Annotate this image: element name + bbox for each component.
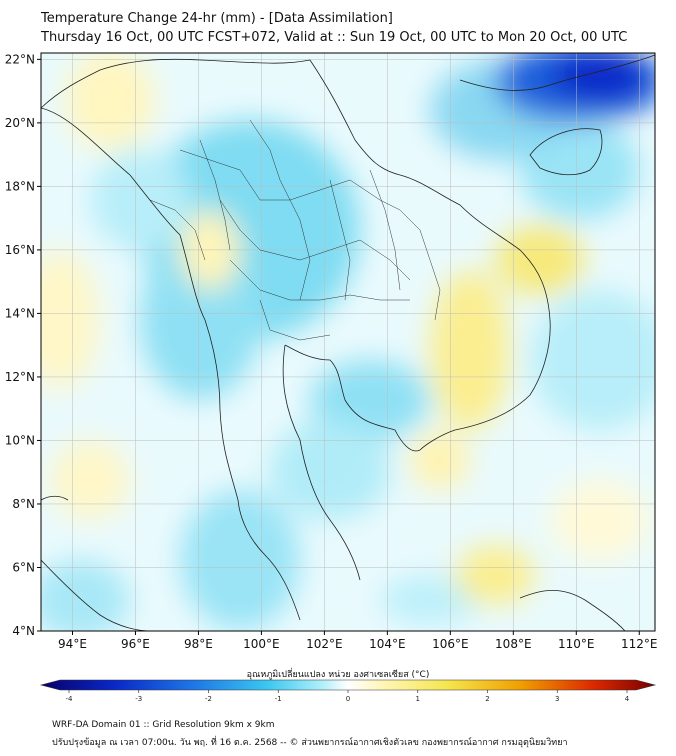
colorbar-tick-label: 1 <box>416 695 420 703</box>
footer-credit: ปรับปรุงข้อมูล ณ เวลา 07:00น. วัน พฤ. ที… <box>52 738 568 748</box>
lat-label: 16°N <box>5 243 35 257</box>
colorbar-tick-label: -3 <box>135 695 142 703</box>
lat-label: 22°N <box>5 52 35 66</box>
lon-label: 110°E <box>558 637 595 651</box>
colorbar-tick-label: -2 <box>205 695 212 703</box>
colorbar: -4 -3 -2 -1 0 1 2 3 4 <box>39 679 657 703</box>
temperature-field <box>41 53 655 631</box>
map-subtitle: Thursday 16 Oct, 00 UTC FCST+072, Valid … <box>41 30 628 45</box>
graticule <box>41 53 655 631</box>
colorbar-tick-label: 3 <box>555 695 559 703</box>
longitude-labels: 94°E 96°E 98°E 100°E 102°E 104°E 106°E 108°E 110… <box>58 631 658 651</box>
colorbar-label: อุณหภูมิเปลี่ยนแปลง หน่วย องศาเซลเซียส (… <box>246 670 430 680</box>
lat-label: 6°N <box>12 560 35 574</box>
colorbar-tick-label: 2 <box>485 695 489 703</box>
lat-label: 4°N <box>12 624 35 638</box>
plot-frame <box>40 52 656 632</box>
lon-label: 108°E <box>495 637 532 651</box>
lat-label: 18°N <box>5 179 35 193</box>
lon-label: 112°E <box>621 637 658 651</box>
lat-label: 10°N <box>5 433 35 447</box>
province-boundaries <box>149 119 441 341</box>
colorbar-tick-label: -4 <box>66 695 74 703</box>
colorbar-tick-label: 0 <box>346 695 350 703</box>
colorbar-tick-label: 4 <box>625 695 630 703</box>
lat-label: 20°N <box>5 116 35 130</box>
lon-label: 102°E <box>306 637 343 651</box>
forecast-map: 22°N 20°N 18°N 16°N 14°N 12°N 10°N 8°N 6°N 4°N 94… <box>5 52 658 703</box>
lat-label: 8°N <box>12 497 35 511</box>
lon-label: 94°E <box>58 637 87 651</box>
latitude-labels: 22°N 20°N 18°N 16°N 14°N 12°N 10°N 8°N 6°N 4°N <box>5 52 41 638</box>
colorbar-tick-label: -1 <box>275 695 282 703</box>
lat-label: 14°N <box>5 306 35 320</box>
coastlines <box>41 54 655 631</box>
lon-label: 104°E <box>369 637 406 651</box>
footer-model-info: WRF-DA Domain 01 :: Grid Resolution 9km … <box>52 720 275 730</box>
map-title: Temperature Change 24-hr (mm) - [Data As… <box>41 11 393 26</box>
lat-label: 12°N <box>5 370 35 384</box>
lon-label: 106°E <box>432 637 469 651</box>
lon-label: 96°E <box>121 637 150 651</box>
lon-label: 100°E <box>243 637 280 651</box>
lon-label: 98°E <box>184 637 213 651</box>
